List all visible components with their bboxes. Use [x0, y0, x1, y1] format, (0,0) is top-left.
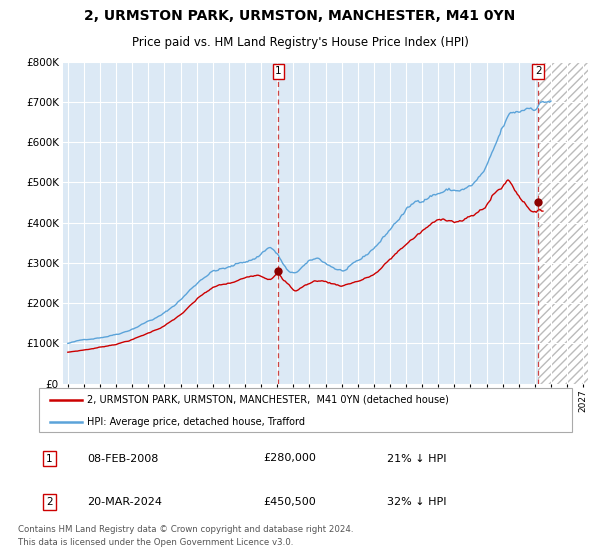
Text: 32% ↓ HPI: 32% ↓ HPI [387, 497, 446, 507]
Text: 1: 1 [46, 454, 53, 464]
Text: £280,000: £280,000 [263, 454, 316, 464]
Text: £450,500: £450,500 [263, 497, 316, 507]
Text: 2, URMSTON PARK, URMSTON, MANCHESTER, M41 0YN: 2, URMSTON PARK, URMSTON, MANCHESTER, M4… [85, 9, 515, 23]
Text: Contains HM Land Registry data © Crown copyright and database right 2024.
This d: Contains HM Land Registry data © Crown c… [18, 525, 353, 547]
Text: 2: 2 [535, 67, 542, 76]
Text: 08-FEB-2008: 08-FEB-2008 [88, 454, 158, 464]
Text: 2, URMSTON PARK, URMSTON, MANCHESTER,  M41 0YN (detached house): 2, URMSTON PARK, URMSTON, MANCHESTER, M4… [88, 395, 449, 405]
Text: 2: 2 [46, 497, 53, 507]
Text: 1: 1 [275, 67, 282, 76]
Text: HPI: Average price, detached house, Trafford: HPI: Average price, detached house, Traf… [88, 417, 305, 427]
Text: 20-MAR-2024: 20-MAR-2024 [88, 497, 162, 507]
Text: 21% ↓ HPI: 21% ↓ HPI [387, 454, 446, 464]
Bar [538, 62, 588, 384]
Text: Price paid vs. HM Land Registry's House Price Index (HPI): Price paid vs. HM Land Registry's House … [131, 36, 469, 49]
FancyBboxPatch shape [39, 388, 572, 432]
